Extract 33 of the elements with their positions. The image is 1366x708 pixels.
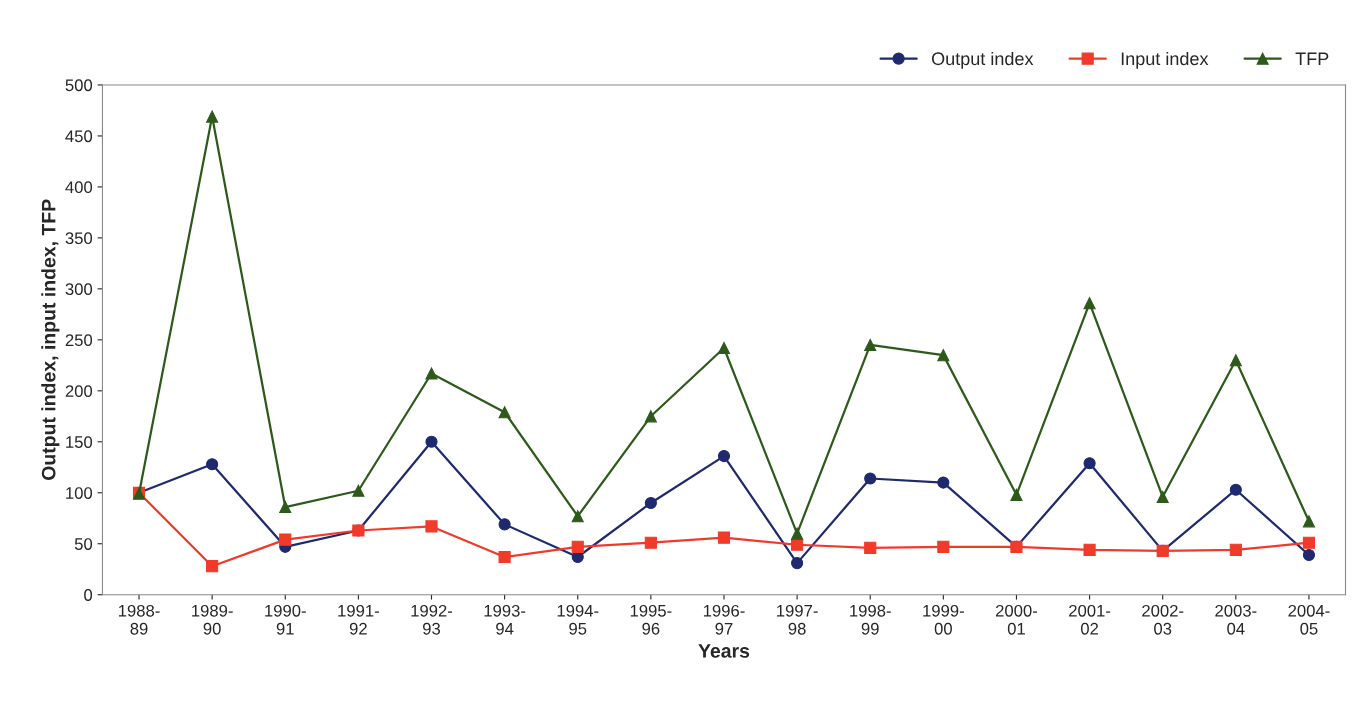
x-tick-label: 2001- 02 [1069,604,1111,635]
x-tick-label: 1993- 94 [484,604,526,635]
x-axis-title: Years [698,644,750,658]
y-tick-label: 150 [66,436,93,448]
x-tick-label: 1995- 96 [630,604,672,635]
x-tick-label: 1998- 99 [850,604,891,635]
x-tick-label: 1994- 95 [557,604,599,635]
legend-label: Output index [931,51,1034,69]
y-tick-label: 100 [66,487,93,499]
x-tick-label: 1997- 98 [777,604,818,635]
x-tick-label: 1990- 91 [265,604,306,635]
y-tick-label: 300 [65,283,93,296]
y-tick-label: 450 [65,130,93,143]
x-tick-label: 2003- 04 [1215,604,1257,635]
y-tick-label: 250 [65,334,93,347]
y-tick-label: 400 [65,181,93,194]
y-tick-label: 50 [74,538,93,550]
y-tick-label: 0 [84,589,93,601]
x-tick-label: 1996- 97 [703,604,745,635]
y-tick-label: 200 [65,385,93,398]
legend-label: Input index [1121,51,1209,69]
x-tick-label: 1988- 89 [118,604,160,635]
x-tick-label: 1989- 90 [192,604,233,635]
y-axis-title: Output index, input index, TFP [41,199,60,480]
x-tick-label: 1992- 93 [411,604,453,635]
x-tick-label: 1991- 92 [338,604,379,635]
x-tick-label: 1999- 00 [923,604,964,635]
x-tick-label: 2000- 01 [995,604,1038,635]
y-tick-label: 500 [65,79,93,92]
x-tick-label: 2004- 05 [1288,604,1330,635]
y-tick-label: 350 [65,232,93,245]
x-tick-label: 2002- 03 [1142,604,1184,635]
legend-label: TFP [1295,52,1329,65]
